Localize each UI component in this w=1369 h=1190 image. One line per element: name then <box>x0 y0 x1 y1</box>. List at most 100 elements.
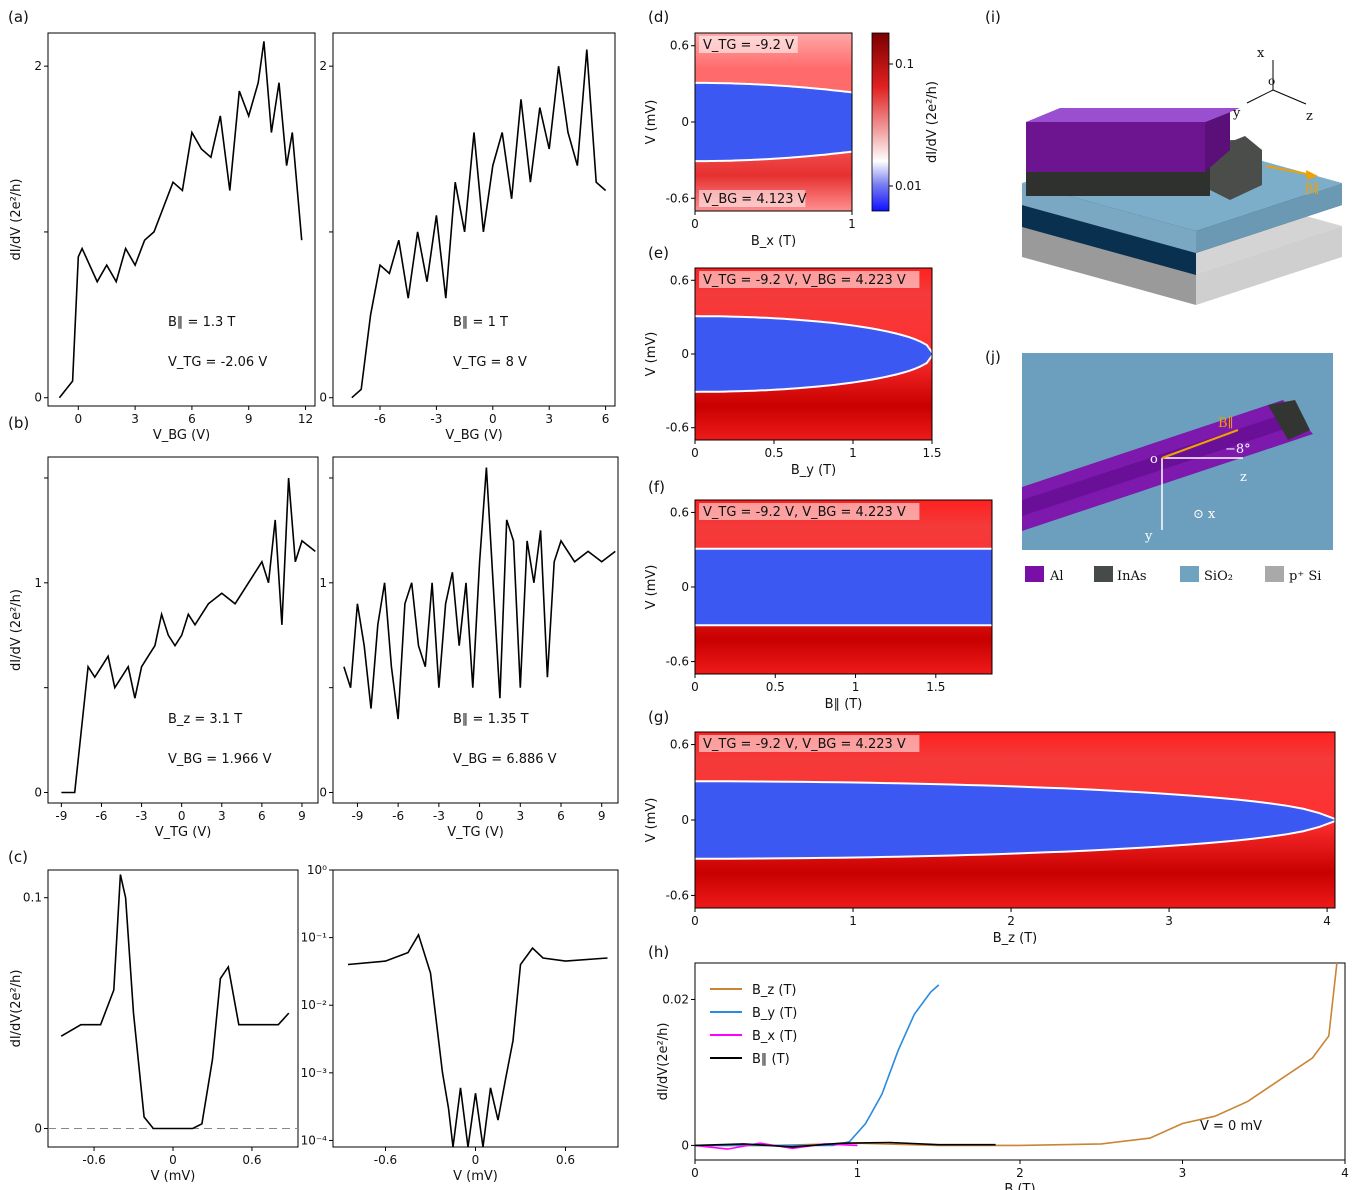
x-tick-label: 0 <box>472 1153 480 1167</box>
plot-frame <box>47 32 316 407</box>
panel-label-e: (e) <box>648 244 669 262</box>
y-tick-label: 0.1 <box>23 891 42 905</box>
series-line-0 <box>60 874 290 1130</box>
legend-al: Al <box>1049 569 1064 584</box>
x-tick-label: 1 <box>848 217 856 231</box>
y-tick-label: 0 <box>681 580 689 594</box>
legend-swatch-al <box>1025 566 1044 582</box>
plot-frame <box>47 456 319 804</box>
chart-c-left: -0.6 0 0.6 0 0.1 V (mV) dI/dV(2e²/h) <box>9 869 299 1184</box>
y-tick-label: 0 <box>34 786 42 800</box>
plot-frame <box>47 869 299 1148</box>
legend-sio2: SiO₂ <box>1204 569 1233 584</box>
legend-swatch-inas <box>1094 566 1113 582</box>
x-tick-label: -3 <box>136 809 148 823</box>
schematic-3d: B∥ x y z o <box>1022 46 1342 305</box>
legend-label-0: B_z (T) <box>752 983 796 998</box>
x-tick-label: 1 <box>849 914 857 928</box>
y-tick-label: 0 <box>681 813 689 827</box>
series-line-0 <box>347 932 608 1148</box>
x-axis-label: B∥ (T) <box>825 697 863 712</box>
chart-a-left: 0 3 6 9 12 0 2 V_BG (V) dI/dV (2e²/h) B∥ = 1.3 T V… <box>9 32 316 443</box>
series-line-0 <box>343 467 616 720</box>
y-axis-label: dI/dV (2e²/h) <box>9 589 24 671</box>
x-tick-label: 0 <box>476 809 484 823</box>
schematic-j-field-label: B∥ <box>1218 416 1234 431</box>
panel-label-a: (a) <box>8 8 29 26</box>
y-tick-label: 10⁰ <box>307 863 327 877</box>
plot-frame <box>332 869 619 1148</box>
legend-swatch-psi <box>1265 566 1284 582</box>
x-tick-label: 2 <box>1016 1166 1024 1180</box>
x-tick-label: 3 <box>516 809 524 823</box>
annotation: B∥ = 1 T <box>453 315 508 330</box>
x-tick-label: 3 <box>1179 1166 1187 1180</box>
gap-region <box>695 549 992 625</box>
y-tick-label: -0.6 <box>666 421 689 435</box>
y-tick-label: 10⁻¹ <box>301 931 328 945</box>
x-tick-label: -0.6 <box>82 1153 105 1167</box>
y-axis-label: V (mV) <box>644 100 659 145</box>
angle-label: −8° <box>1225 442 1251 457</box>
y-tick-label: 0.02 <box>662 992 689 1006</box>
x-tick-label: -0.6 <box>374 1153 397 1167</box>
x-axis-label: B_y (T) <box>791 463 836 478</box>
x-tick-label: 9 <box>298 809 306 823</box>
annotation-bg <box>699 503 920 520</box>
y-tick-label: 0.6 <box>670 273 689 287</box>
x-tick-label: 1 <box>852 680 860 694</box>
x-tick-label: 3 <box>131 412 139 426</box>
x-tick-label: -6 <box>374 412 386 426</box>
materials-legend: Al InAs SiO₂ p⁺ Si <box>1025 566 1321 584</box>
legend-swatch-sio2 <box>1180 566 1199 582</box>
colorbar-tick-0: 0.1 <box>895 57 914 71</box>
x-tick-label: -9 <box>351 809 363 823</box>
annotation: B∥ = 1.3 T <box>168 315 235 330</box>
colorbar-tick-1: 0.01 <box>895 179 922 193</box>
x-axis-label: V_TG (V) <box>155 825 212 840</box>
x-tick-label: 3 <box>545 412 553 426</box>
y-tick-label: 0 <box>681 1138 689 1152</box>
x-tick-label: 4 <box>1341 1166 1349 1180</box>
gap-region <box>695 782 1335 858</box>
x-tick-label: 0 <box>691 680 699 694</box>
y-axis-label: V (mV) <box>644 565 659 610</box>
panel-label-g: (g) <box>648 708 669 726</box>
x-tick-label: 0.6 <box>242 1153 261 1167</box>
chart-b-left: -9 -6 -3 0 3 6 9 0 1 V_TG (V) dI/dV (2e²/h) B_z = 3… <box>9 456 319 840</box>
plot-frame <box>332 456 619 804</box>
x-tick-label: -3 <box>430 412 442 426</box>
chart-g: 0.60-0.60 1 2 3 4B_z (T)V (mV)V_TG = -9.2 V,… <box>644 731 1341 946</box>
x-tick-label: 0 <box>489 412 497 426</box>
series-line-1 <box>695 984 940 1147</box>
x-axis-label: B_x (T) <box>751 234 796 249</box>
y-tick-label: 10⁻² <box>301 998 328 1012</box>
x-tick-label: 0 <box>691 217 699 231</box>
legend-inas: InAs <box>1117 569 1147 584</box>
x-tick-label: 6 <box>557 809 565 823</box>
y-tick-label: -0.6 <box>666 888 689 902</box>
x-tick-label: 3 <box>218 809 226 823</box>
panel-label-h: (h) <box>648 943 669 961</box>
y-tick-label: 10⁻³ <box>301 1066 328 1080</box>
x-tick-label: 1 <box>849 446 857 460</box>
x-tick-label: 9 <box>598 809 606 823</box>
series-line-0 <box>351 49 607 399</box>
x-tick-label: 0 <box>169 1153 177 1167</box>
x-tick-label: -6 <box>95 809 107 823</box>
x-tick-label: -9 <box>55 809 67 823</box>
axis-x-label: x <box>1257 46 1265 61</box>
x-tick-label: 0 <box>691 914 699 928</box>
panel-label-d: (d) <box>648 8 669 26</box>
annotation: B∥ = 1.35 T <box>453 712 529 727</box>
legend-label-3: B∥ (T) <box>752 1052 790 1067</box>
panel-label-c: (c) <box>8 848 28 866</box>
x-tick-label: 3 <box>1165 914 1173 928</box>
annotation: V_TG = -9.2 V, V_BG = 4.223 V <box>703 737 906 752</box>
annotation: V_TG = -9.2 V <box>703 38 794 53</box>
annotation: B_z = 3.1 T <box>168 712 242 727</box>
annotation: V_TG = 8 V <box>453 355 527 370</box>
origin-j-label: o <box>1150 452 1158 467</box>
y-tick-label: 2 <box>319 59 327 73</box>
